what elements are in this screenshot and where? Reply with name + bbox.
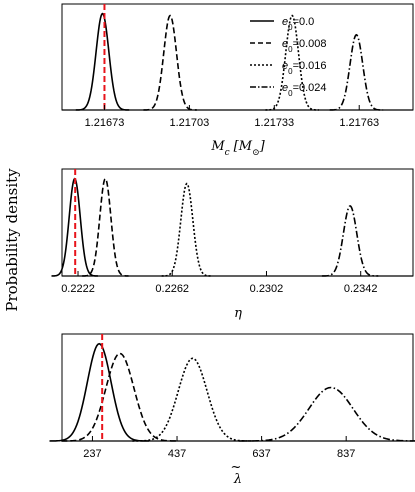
plot-frame xyxy=(61,168,414,277)
panel-eta: 0.2222 0.2262 0.2302 0.2342 η xyxy=(51,168,414,321)
series-layer xyxy=(62,12,413,111)
x-tick-label: 437 xyxy=(168,448,186,460)
series-line-dashdot xyxy=(238,386,415,442)
legend-label: e0=0.016 xyxy=(282,60,327,76)
series-line-solid xyxy=(75,12,130,111)
tick-layer: 0.2222 0.2262 0.2302 0.2342 xyxy=(61,271,378,295)
series-line-dashdot xyxy=(321,205,379,277)
x-tick-label: 637 xyxy=(252,448,270,460)
x-axis-label: η xyxy=(234,306,242,321)
tick-layer: 237 437 637 837 xyxy=(83,436,355,460)
legend: e0=0.0 e0=0.008 e0=0.016 e0=0.024 xyxy=(250,16,327,98)
series-line-dashed xyxy=(61,352,179,442)
series-line-solid xyxy=(49,342,149,442)
series-layer xyxy=(49,342,415,442)
y-axis-label: Probability density xyxy=(3,168,21,312)
x-tick-label: 0.2222 xyxy=(61,283,95,295)
legend-label: e0=0.0 xyxy=(282,16,314,32)
x-axis-label: λ xyxy=(233,472,242,487)
x-tick-label: 1.21673 xyxy=(85,117,125,129)
legend-label: e0=0.008 xyxy=(282,38,327,54)
x-tick-label: 1.21733 xyxy=(254,117,294,129)
x-tick-label: 1.21763 xyxy=(339,117,379,129)
x-tick-label: 0.2302 xyxy=(250,283,284,295)
plot-frame xyxy=(61,333,414,442)
panel-lambda-tilde: 237 437 637 837 λ ~ xyxy=(49,333,415,487)
series-line-dashed xyxy=(143,14,197,111)
x-tick-label: 237 xyxy=(83,448,101,460)
panel-chirp-mass: 1.21673 1.21703 1.21733 1.21763 e0=0.0 e0=0… xyxy=(61,3,414,158)
x-tick-label: 1.21703 xyxy=(169,117,209,129)
x-tick-label: 0.2342 xyxy=(344,283,378,295)
x-tick-label: 837 xyxy=(337,448,355,460)
series-line-dotted xyxy=(161,182,213,277)
tick-layer: 1.21673 1.21703 1.21733 1.21763 xyxy=(85,105,379,129)
series-line-dashdot xyxy=(329,33,384,111)
x-tick-label: 0.2262 xyxy=(155,283,189,295)
series-layer xyxy=(51,177,413,277)
series-line-dashed xyxy=(82,177,129,277)
x-axis-label: Mc [M⊙] xyxy=(210,139,265,158)
legend-label: e0=0.024 xyxy=(282,82,327,98)
x-axis-label-accent: ~ xyxy=(231,460,242,475)
series-line-dotted xyxy=(132,357,254,442)
